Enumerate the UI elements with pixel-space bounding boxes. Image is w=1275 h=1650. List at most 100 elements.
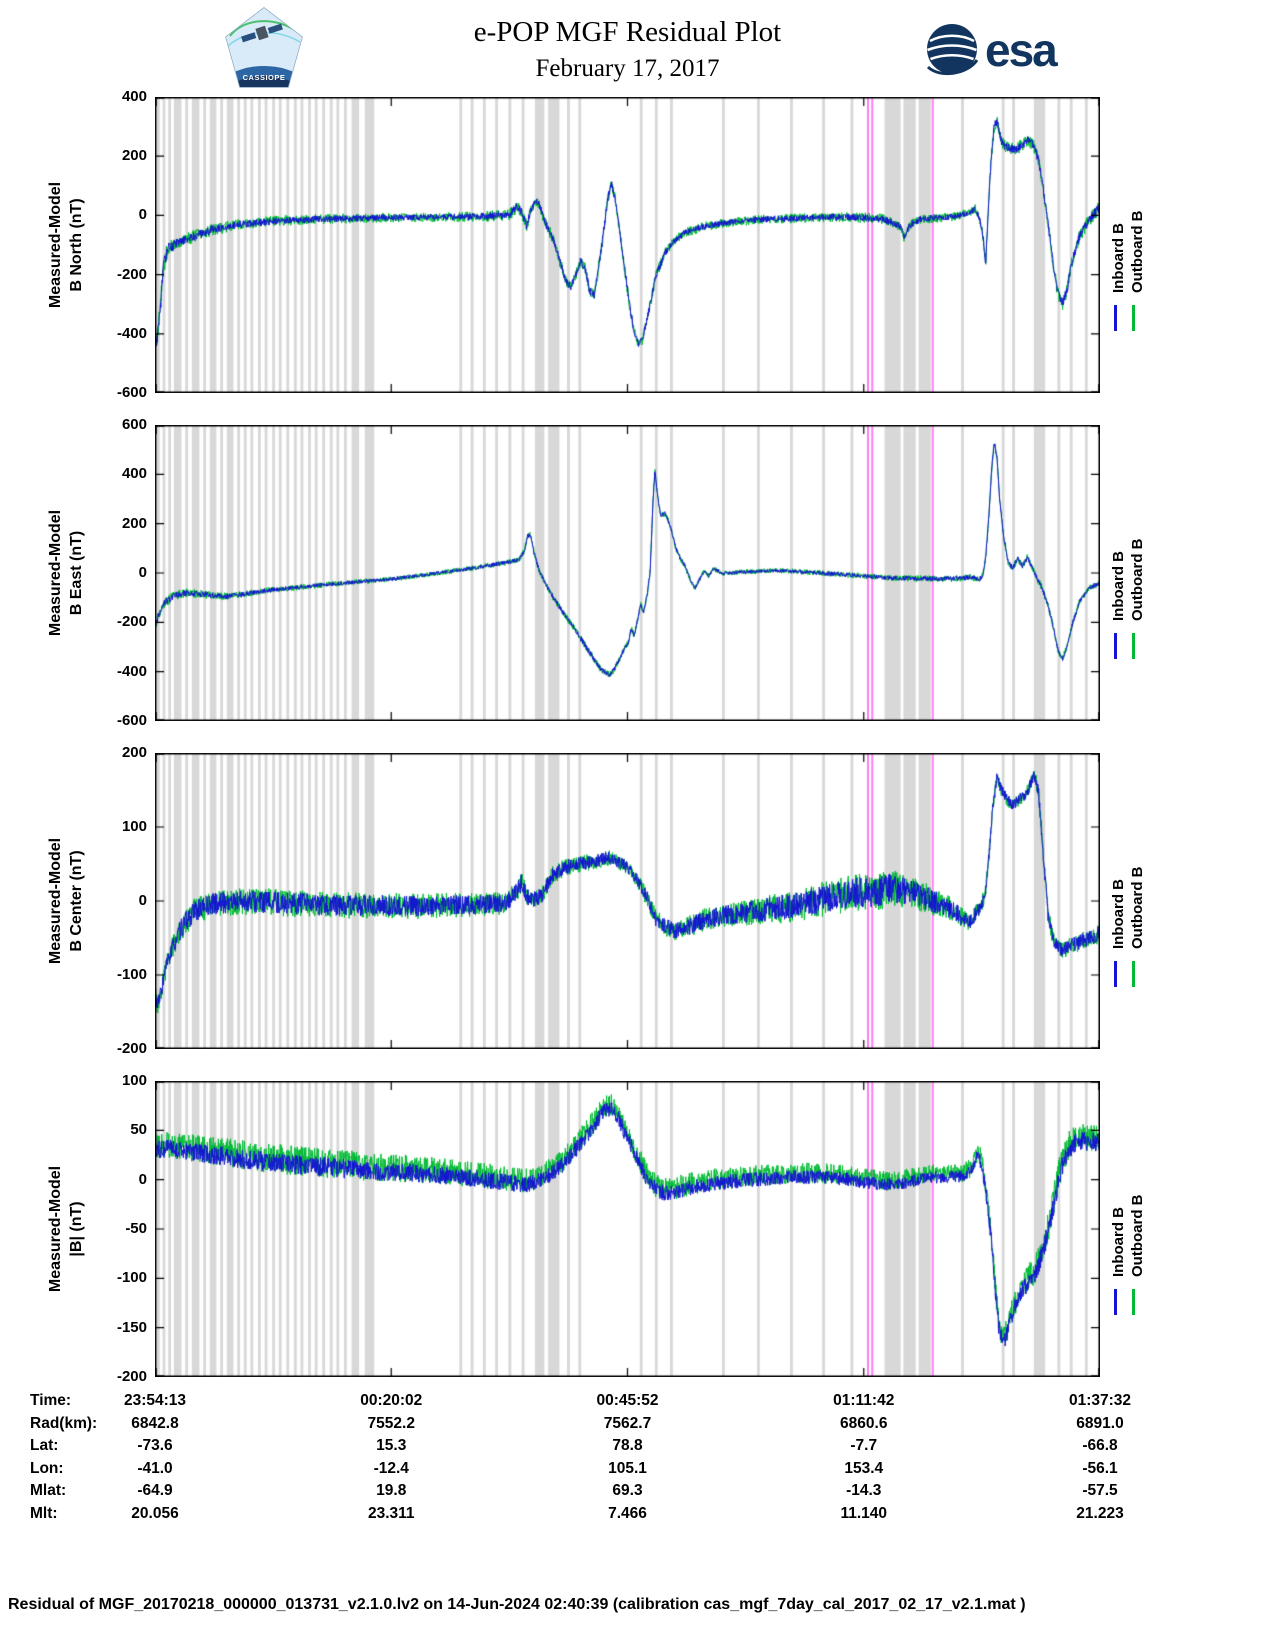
y-tick-label: -200	[116, 265, 147, 283]
axis-value: 01:37:32	[1068, 1392, 1132, 1409]
plot-canvas-panel-4	[155, 1081, 1100, 1377]
axis-table: Time: 23:54:13 00:20:02 00:45:52 01:11:42 01:…	[0, 1392, 1275, 1527]
axis-table-row: Mlat: -64.9 19.8 69.3 -14.3 -57.5	[0, 1482, 1275, 1505]
axis-value: 7552.2	[367, 1414, 415, 1432]
outboard-line-marker	[1132, 305, 1135, 331]
panel-legend: Inboard B Outboard B	[1106, 753, 1170, 1049]
y-tick-label: -400	[116, 324, 147, 342]
y-tick-label: 0	[138, 206, 147, 224]
axis-value: -14.3	[846, 1482, 882, 1499]
axis-value: 15.3	[376, 1437, 407, 1454]
axis-value: 6891.0	[1076, 1414, 1124, 1432]
legend-inboard-label: Inboard B	[1110, 879, 1127, 949]
panel-4: Measured-Model |B| (nT) 100 50 0 -50 -100 -150-…	[0, 1072, 1275, 1385]
axis-table-row: Lon: -41.0 -12.4 105.1 153.4 -56.1	[0, 1460, 1275, 1483]
legend-outboard-label: Outboard B	[1129, 538, 1146, 622]
legend-inboard-label: Inboard B	[1110, 1207, 1127, 1277]
y-tick-label: 0	[138, 564, 147, 581]
y-tick-label: -200	[116, 1368, 147, 1385]
plot-canvas-panel-3	[155, 753, 1100, 1049]
y-tick-label: 600	[121, 416, 147, 433]
esa-swoosh-icon	[926, 59, 979, 76]
axis-row-label: Lon:	[30, 1459, 64, 1477]
axis-value: 153.4	[844, 1459, 884, 1477]
title-line1: e-POP MGF Residual Plot	[473, 16, 782, 48]
legend-outboard-label: Outboard B	[1129, 866, 1146, 950]
axis-value: 11.140	[840, 1504, 888, 1522]
plot-canvas-panel-2	[155, 425, 1100, 721]
y-tick-label: -200	[116, 613, 147, 631]
inboard-line-marker	[1114, 305, 1117, 331]
y-tick-label: -100	[116, 966, 147, 983]
y-tick-label: 200	[121, 744, 147, 761]
y-tick-label: 200	[121, 514, 147, 532]
axis-value: 7562.7	[603, 1414, 652, 1432]
axis-value: -57.5	[1082, 1482, 1118, 1499]
legend-markers	[1114, 633, 1135, 659]
y-tick-label: -50	[125, 1220, 147, 1237]
y-tick-label: 100	[121, 1072, 147, 1089]
y-tick-label: 0	[138, 892, 147, 909]
legend-markers	[1114, 961, 1135, 987]
inboard-line-marker	[1114, 961, 1117, 987]
y-tick-label: 200	[121, 147, 147, 165]
panel-legend: Inboard B Outboard B	[1106, 425, 1170, 721]
legend-markers	[1114, 305, 1135, 331]
axis-row-label: Mlat:	[30, 1482, 67, 1499]
legend-inboard-label: Inboard B	[1110, 223, 1127, 293]
inboard-line-marker	[1114, 1289, 1117, 1315]
axis-value: 21.223	[1076, 1504, 1124, 1522]
y-tick-label: -400	[116, 662, 147, 680]
legend-outboard-label: Outboard B	[1129, 210, 1146, 294]
y-tick-label: -100	[116, 1269, 147, 1287]
axis-value: 78.8	[612, 1437, 643, 1454]
legend-inboard-label: Inboard B	[1110, 551, 1127, 621]
axis-row-label: Mlt:	[30, 1504, 58, 1522]
axis-value: 6860.6	[840, 1414, 888, 1432]
y-tick-label: -600	[116, 384, 147, 401]
outboard-line-marker	[1132, 1289, 1135, 1315]
esa-globe-stripe	[927, 44, 977, 52]
axis-row-label: Lat:	[30, 1437, 59, 1454]
y-tick-label: 50	[130, 1121, 147, 1139]
axis-value: 00:45:52	[596, 1392, 659, 1409]
outboard-line-marker	[1132, 961, 1135, 987]
y-tick-label: 100	[121, 818, 147, 835]
inboard-line-marker	[1114, 633, 1117, 659]
axis-row-label: Rad(km):	[30, 1414, 98, 1432]
axis-value: 20.056	[131, 1504, 179, 1522]
axis-value: 23:54:13	[123, 1392, 187, 1409]
axis-value: -7.7	[850, 1437, 878, 1454]
footer-note: Residual of MGF_20170218_000000_013731_v…	[8, 1596, 1026, 1613]
title-line2: February 17, 2017	[535, 55, 720, 82]
axis-value: 19.8	[376, 1482, 407, 1499]
panel-legend: Inboard B Outboard B	[1106, 1081, 1170, 1377]
panel-legend: Inboard B Outboard B	[1106, 97, 1170, 393]
outboard-line-marker	[1132, 633, 1135, 659]
satellite-icon	[241, 23, 283, 43]
axis-table-row: Mlt: 20.056 23.311 7.466 11.140 21.223	[0, 1505, 1275, 1528]
y-tick-label: -200	[116, 1040, 147, 1057]
axis-value: 69.3	[612, 1482, 643, 1499]
axis-value: 6842.8	[131, 1414, 179, 1432]
y-tick-label: 0	[138, 1170, 147, 1188]
axis-value: -64.9	[137, 1482, 173, 1499]
legend-outboard-label: Outboard B	[1129, 1194, 1146, 1278]
axis-value: -56.1	[1082, 1459, 1118, 1477]
esa-logo: esa	[926, 24, 1060, 76]
axis-value: 23.311	[367, 1504, 415, 1522]
panel-2: Measured-Model B East (nT) 600 400 200 0 -200-…	[0, 416, 1275, 729]
cassiope-mission-logo: CASSIOPE	[225, 7, 303, 88]
esa-globe-stripe	[930, 53, 974, 61]
panel-1: Measured-Model B North (nT) 400 200 0 -200 -40…	[0, 88, 1275, 401]
axis-value: -66.8	[1082, 1437, 1118, 1454]
y-tick-label: 400	[121, 88, 147, 105]
esa-globe-stripe	[929, 34, 975, 43]
legend-markers	[1114, 1289, 1135, 1315]
axis-value: -41.0	[137, 1459, 173, 1477]
axis-row-label: Time:	[30, 1392, 72, 1409]
plot-title: e-POP MGF Residual Plot February 17, 201…	[155, 16, 1100, 83]
y-tick-label: 400	[121, 465, 147, 483]
axis-value: 01:11:42	[833, 1392, 895, 1409]
